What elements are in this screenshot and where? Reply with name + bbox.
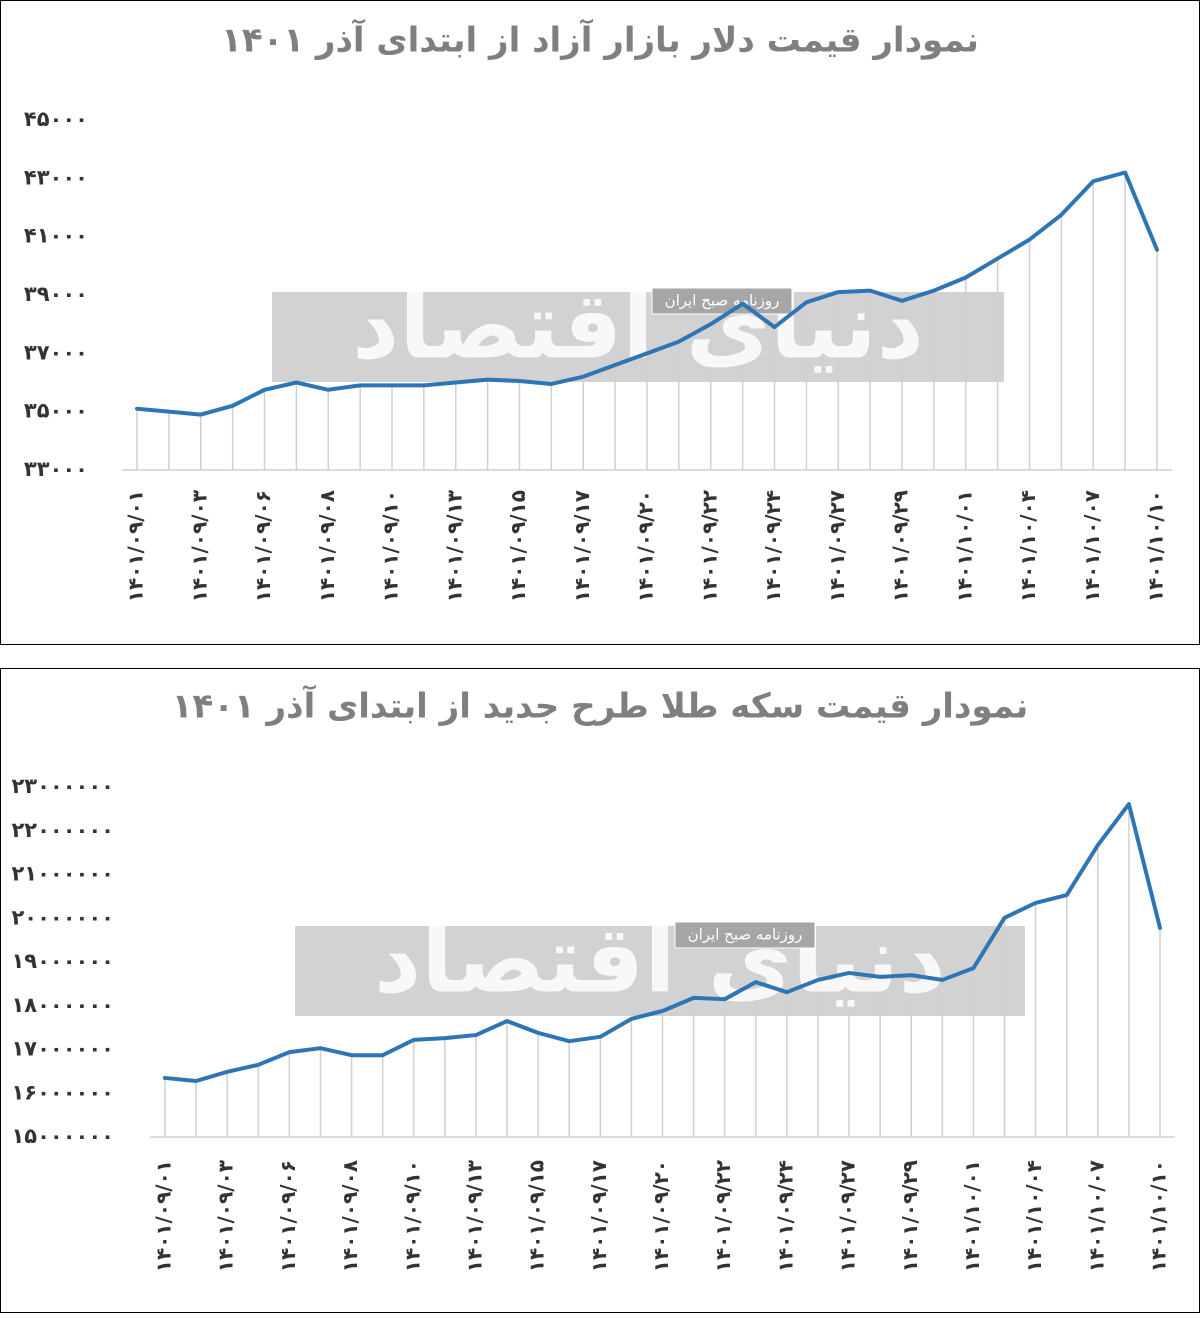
x-tick-label: ۱۴۰۱/۰۹/۲۲ (711, 1160, 735, 1272)
x-tick-label: ۱۴۰۱/۰۹/۲۰ (634, 490, 658, 602)
x-tick-label: ۱۴۰۱/۰۹/۰۸ (338, 1160, 362, 1272)
x-tick-label: ۱۴۰۱/۰۹/۱۰ (400, 1160, 424, 1272)
y-tick-label: ۱۸۰۰۰۰۰۰ (11, 993, 114, 1017)
x-tick-label: ۱۴۰۱/۱۰/۰۷ (1080, 490, 1104, 602)
y-tick-label: ۲۳۰۰۰۰۰۰ (11, 774, 114, 798)
x-tick-label: ۱۴۰۱/۱۰/۰۷ (1084, 1160, 1108, 1272)
watermark-note-box (674, 921, 816, 949)
x-tick-label: ۱۴۰۱/۰۹/۲۴ (761, 490, 785, 602)
y-tick-label: ۲۲۰۰۰۰۰۰ (11, 818, 114, 842)
y-tick-label: ۱۷۰۰۰۰۰۰ (11, 1037, 114, 1061)
watermark: دنیای اقتصاد (352, 272, 924, 379)
watermark-note: روزنامه صبح ایران (688, 926, 803, 944)
watermark-band (272, 292, 1004, 382)
x-tick-label: ۱۴۰۱/۰۹/۲۴ (773, 1160, 797, 1272)
y-tick-label: ۴۳۰۰۰ (24, 165, 88, 189)
chart: نمودار قیمت دلار بازار آزاد از ابتدای آذ… (24, 19, 1172, 602)
watermark: دنیای اقتصاد (374, 906, 946, 1013)
x-tick-label: ۱۴۰۱/۱۰/۱۰ (1147, 1160, 1171, 1272)
x-tick-label: ۱۴۰۱/۰۹/۲۲ (697, 490, 721, 602)
x-tick-label: ۱۴۰۱/۰۹/۲۹ (898, 1160, 922, 1272)
y-tick-label: ۳۷۰۰۰ (24, 340, 88, 364)
y-tick-label: ۱۵۰۰۰۰۰۰ (11, 1124, 114, 1148)
x-tick-label: ۱۴۰۱/۰۹/۰۶ (251, 490, 275, 602)
x-tick-label: ۱۴۰۱/۰۹/۱۳ (442, 490, 466, 602)
x-tick-label: ۱۴۰۱/۰۹/۱۳ (462, 1160, 486, 1272)
x-tick-label: ۱۴۰۱/۱۰/۰۱ (960, 1160, 984, 1272)
x-tick-label: ۱۴۰۱/۰۹/۲۷ (825, 490, 849, 602)
x-tick-label: ۱۴۰۱/۰۹/۱۷ (587, 1160, 611, 1272)
x-tick-label: ۱۴۰۱/۰۹/۰۳ (214, 1160, 238, 1272)
x-tick-label: ۱۴۰۱/۰۹/۰۶ (276, 1160, 300, 1272)
x-tick-label: ۱۴۰۱/۱۰/۰۴ (1022, 1160, 1046, 1272)
data-line (163, 802, 1162, 1083)
x-tick-label: ۱۴۰۱/۰۹/۰۱ (124, 490, 148, 602)
x-tick-label: ۱۴۰۱/۰۹/۰۱ (152, 1160, 176, 1272)
y-tick-label: ۱۹۰۰۰۰۰۰ (11, 949, 114, 973)
x-tick-label: ۱۴۰۱/۱۰/۰۱ (952, 490, 976, 602)
x-tick-label: ۱۴۰۱/۰۹/۱۵ (525, 1160, 549, 1272)
watermark-note: روزنامه صبح ایران (665, 292, 780, 310)
y-tick-label: ۲۱۰۰۰۰۰۰ (11, 862, 114, 886)
y-tick-label: ۱۶۰۰۰۰۰۰ (11, 1080, 114, 1104)
y-tick-label: ۳۹۰۰۰ (24, 282, 88, 306)
chart-title: نمودار قیمت سکه طلا طرح جدید از ابتدای آ… (172, 685, 1029, 727)
chart: نمودار قیمت سکه طلا طرح جدید از ابتدای آ… (11, 685, 1175, 1272)
x-tick-label: ۱۴۰۱/۰۹/۱۰ (379, 490, 403, 602)
x-tick-label: ۱۴۰۱/۰۹/۱۵ (506, 490, 530, 602)
y-tick-label: ۲۰۰۰۰۰۰۰ (11, 905, 114, 929)
data-line (135, 170, 1159, 417)
x-tick-label: ۱۴۰۱/۰۹/۲۰ (649, 1160, 673, 1272)
y-tick-label: ۴۱۰۰۰ (24, 224, 88, 248)
x-tick-label: ۱۴۰۱/۱۰/۱۰ (1144, 490, 1168, 602)
watermark-band (295, 926, 1025, 1016)
chart-frame (0, 668, 1200, 1313)
x-tick-label: ۱۴۰۱/۰۹/۱۷ (570, 490, 594, 602)
x-tick-label: ۱۴۰۱/۱۰/۰۴ (1016, 490, 1040, 602)
x-tick-label: ۱۴۰۱/۰۹/۰۸ (315, 490, 339, 602)
watermark-note-box (651, 287, 793, 315)
x-tick-label: ۱۴۰۱/۰۹/۲۷ (836, 1160, 860, 1272)
chart-title: نمودار قیمت دلار بازار آزاد از ابتدای آذ… (221, 19, 979, 61)
x-tick-label: ۱۴۰۱/۰۹/۲۹ (889, 490, 913, 602)
y-tick-label: ۳۵۰۰۰ (24, 399, 88, 423)
y-tick-label: ۳۳۰۰۰ (24, 457, 88, 481)
chart-frame (0, 0, 1200, 645)
y-tick-label: ۴۵۰۰۰ (24, 107, 88, 131)
x-tick-label: ۱۴۰۱/۰۹/۰۳ (187, 490, 211, 602)
